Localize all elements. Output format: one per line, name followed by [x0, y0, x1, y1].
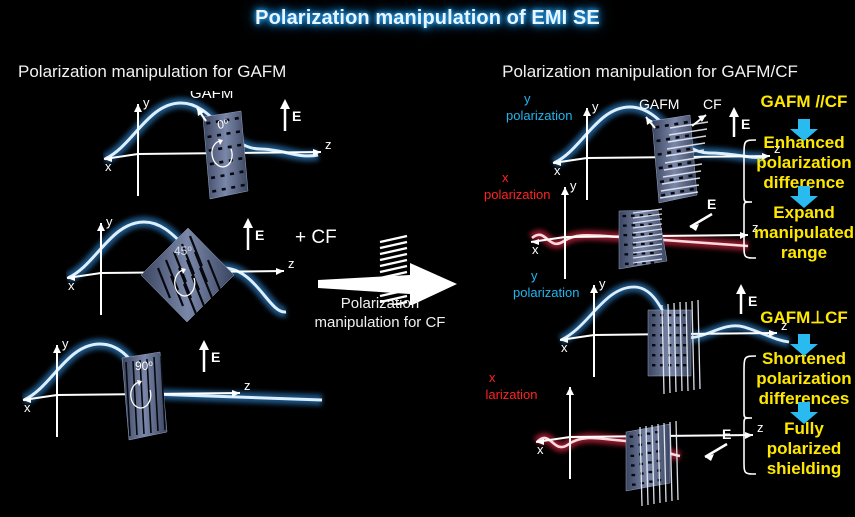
- svg-text:y: y: [531, 272, 538, 283]
- svg-text:x: x: [105, 159, 112, 174]
- svg-text:z: z: [244, 378, 251, 393]
- svg-text:E: E: [255, 227, 264, 243]
- svg-text:x: x: [502, 174, 509, 185]
- svg-text:x: x: [24, 400, 31, 415]
- svg-text:CF: CF: [703, 96, 722, 112]
- svg-text:y: y: [570, 178, 577, 193]
- svg-text:E: E: [741, 116, 750, 132]
- svg-text:polarization: polarization: [513, 285, 580, 300]
- svg-text:+ CF: + CF: [295, 227, 337, 248]
- svg-text:y: y: [599, 276, 606, 291]
- svg-text:GAFM: GAFM: [190, 91, 233, 102]
- svg-text:E: E: [707, 196, 716, 212]
- svg-text:z: z: [325, 137, 332, 152]
- svg-text:x: x: [68, 278, 75, 293]
- svg-text:E: E: [292, 108, 301, 124]
- svg-text:y: y: [106, 214, 113, 229]
- svg-text:y: y: [592, 99, 599, 114]
- svg-text:y: y: [62, 336, 69, 351]
- svg-text:GAFM: GAFM: [639, 96, 679, 112]
- svg-text:polarization: polarization: [484, 187, 551, 202]
- svg-text:E: E: [211, 349, 220, 365]
- svg-text:polarization: polarization: [506, 108, 573, 123]
- svg-text:x: x: [532, 242, 539, 257]
- svg-text:x: x: [537, 442, 544, 457]
- svg-text:x: x: [489, 374, 496, 385]
- svg-text:polarization: polarization: [485, 387, 538, 402]
- svg-text:y: y: [524, 95, 531, 106]
- svg-text:z: z: [757, 420, 764, 435]
- svg-text:y: y: [143, 95, 150, 110]
- svg-text:x: x: [561, 340, 568, 355]
- svg-text:E: E: [722, 426, 731, 442]
- svg-text:E: E: [748, 293, 757, 309]
